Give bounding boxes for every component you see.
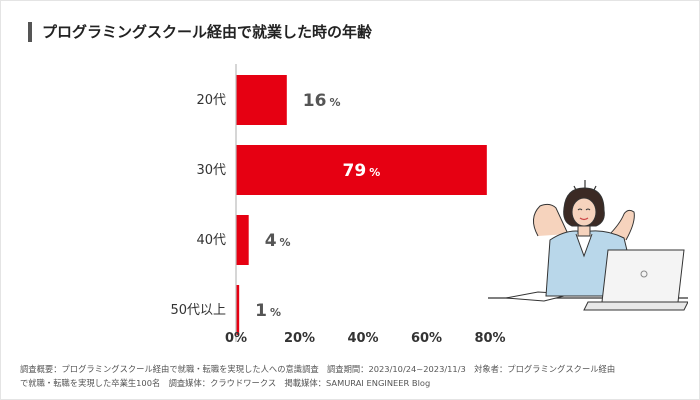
- survey-footnote: 調査概要：プログラミングスクール経由で就職・転職を実現した人への意識調査 調査期…: [20, 362, 680, 390]
- title-accent-bar: [28, 22, 32, 42]
- x-tick-label: 60%: [411, 331, 442, 346]
- footnote-line-1: 調査概要：プログラミングスクール経由で就職・転職を実現した人への意識調査 調査期…: [20, 364, 616, 374]
- footnote-line-2: で就職・転職を実現した卒業生100名 調査媒体：クラウドワークス 掲載媒体：SA…: [20, 378, 431, 388]
- x-tick-label: 80%: [474, 331, 505, 346]
- category-label: 50代以上: [170, 303, 226, 318]
- value-label: 79%: [343, 161, 381, 181]
- bar-chart: 20代 16 % 30代 79 % 40代 4 % 50代以上 1 % 0% 20% 40% 60% 80%: [170, 64, 506, 346]
- arm-left: [533, 203, 569, 237]
- bar-3: [236, 285, 240, 335]
- face: [571, 197, 597, 227]
- bar-1: [236, 145, 487, 195]
- x-tick-label: 40%: [347, 331, 378, 346]
- category-label: 20代: [196, 93, 226, 108]
- x-tick-label: 0%: [225, 331, 247, 346]
- x-tick-label: 20%: [284, 331, 315, 346]
- woman-stretching-illustration: [488, 180, 688, 311]
- bar-0: [236, 75, 287, 125]
- value-label: 1%: [255, 301, 281, 321]
- category-label: 40代: [196, 233, 226, 248]
- bar-2: [236, 215, 249, 265]
- value-label: 4%: [265, 231, 291, 251]
- chart-title: プログラミングスクール経由で就業した時の年齢: [42, 23, 373, 41]
- laptop-icon: [601, 249, 685, 303]
- category-label: 30代: [196, 163, 226, 178]
- value-label: 16%: [303, 91, 341, 111]
- arm-right: [607, 209, 635, 241]
